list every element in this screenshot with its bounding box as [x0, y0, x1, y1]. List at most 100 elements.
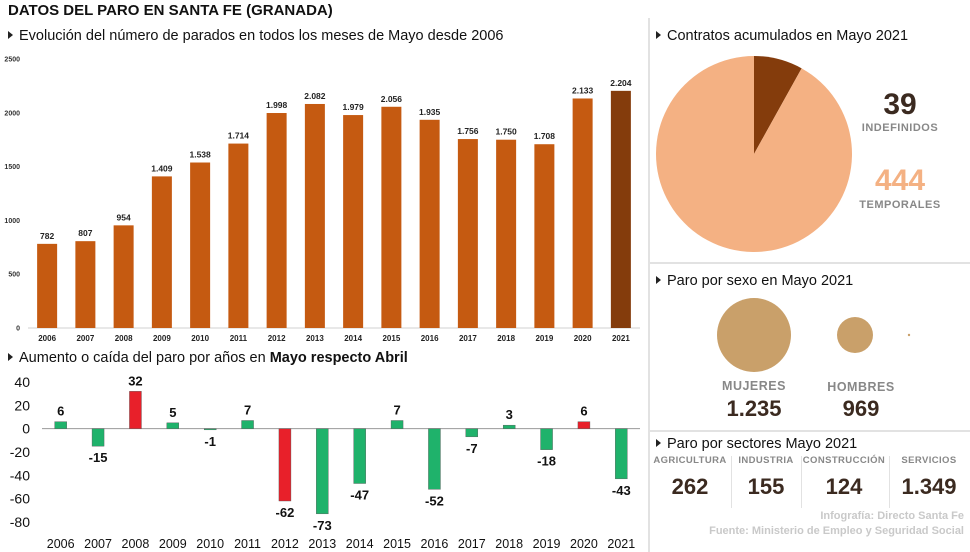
value-label: -7	[466, 441, 478, 456]
x-tick-label: 2017	[458, 537, 486, 551]
indefinidos-label: INDEFINIDOS	[861, 122, 939, 134]
x-tick-label: 2010	[196, 537, 224, 551]
sector-value: 124	[825, 474, 863, 499]
sector-divider	[731, 456, 732, 508]
bar-2013	[316, 428, 329, 515]
credits-infografia: Infografía: Directo Santa Fe	[820, 510, 964, 522]
mujeres-label: MUJERES	[722, 379, 786, 393]
value-label: 3	[506, 407, 513, 422]
x-tick-label: 2008	[115, 334, 133, 343]
bar-2016	[419, 119, 440, 328]
credits-prefix: Infografía:	[820, 510, 878, 522]
bar-2012	[266, 113, 287, 328]
bar-2009	[166, 422, 180, 429]
value-label: 2.133	[572, 85, 594, 95]
hombres-circle	[837, 317, 873, 353]
sector-value: 1.349	[901, 474, 957, 499]
x-tick-label: 2009	[153, 334, 171, 343]
value-label: -15	[89, 450, 108, 465]
chart1-title-row: Evolución del número de parados en todos…	[8, 28, 503, 44]
bar-2010	[203, 428, 217, 431]
x-tick-label: 2006	[47, 537, 75, 551]
x-tick-label: 2016	[421, 334, 439, 343]
sector-value: 155	[747, 474, 785, 499]
triangle-bullet-icon	[8, 31, 13, 39]
x-tick-label: 2021	[612, 334, 630, 343]
bar-2007	[75, 241, 96, 328]
bar-2019	[540, 428, 553, 450]
value-label: 7	[244, 403, 251, 418]
sector-agricultura: AGRICULTURA 262	[651, 455, 729, 500]
indefinidos-value: 39	[883, 88, 917, 121]
hombres-value: 969	[842, 396, 880, 421]
value-label: 1.538	[189, 150, 211, 160]
value-label: 1.935	[419, 107, 441, 117]
sector-servicios: SERVICIOS 1.349	[890, 455, 968, 500]
y-tick-label: -40	[10, 467, 30, 483]
x-tick-label: 2010	[191, 334, 209, 343]
x-tick-label: 2006	[38, 334, 56, 343]
bar-2011	[241, 420, 254, 429]
triangle-bullet-icon	[656, 276, 661, 284]
y-tick-label: -20	[10, 444, 30, 460]
value-label: 5	[169, 405, 176, 420]
chart-variacion-mayo-abril: 40 20 0 -20 -40 -60 -80 6 2006 -15 2007 32 2008 5 2009…	[10, 373, 640, 551]
triangle-bullet-icon	[656, 31, 661, 39]
bar-2015	[381, 106, 402, 328]
value-label: -47	[350, 488, 369, 503]
x-tick-label: 2018	[495, 537, 523, 551]
pie-slice-indefinidos	[754, 56, 802, 154]
x-tick-label: 2012	[268, 334, 286, 343]
bar-2015	[390, 420, 404, 429]
bar-2021	[615, 428, 628, 480]
x-tick-label: 2008	[122, 537, 150, 551]
value-label: -52	[425, 493, 444, 508]
sexo-title: Paro por sexo en Mayo 2021	[667, 273, 854, 289]
value-label: 6	[57, 404, 64, 419]
bar-2006	[54, 421, 67, 429]
x-tick-label: 2020	[574, 334, 592, 343]
x-tick-label: 2007	[76, 334, 94, 343]
value-label: -73	[313, 518, 332, 533]
chart2-title-pre: Aumento o caída del paro por años en	[19, 350, 270, 366]
value-label: 2.056	[381, 94, 403, 104]
sectores-title-row: Paro por sectores Mayo 2021	[656, 436, 857, 452]
bar-2012	[278, 428, 292, 502]
y-tick-label: 2500	[4, 57, 20, 64]
sexo-circles	[717, 298, 911, 372]
value-label: 2.082	[304, 91, 326, 101]
x-tick-label: 2016	[421, 537, 449, 551]
value-label: 1.714	[228, 131, 250, 141]
x-tick-label: 2019	[535, 334, 553, 343]
pie-title: Contratos acumulados en Mayo 2021	[667, 28, 909, 44]
y-tick-label: 0	[22, 421, 30, 437]
credits-author: Directo Santa Fe	[877, 510, 964, 522]
value-label: 6	[580, 404, 587, 419]
value-label: -18	[537, 454, 556, 469]
page-title: DATOS DEL PARO EN SANTA FE (GRANADA)	[8, 2, 333, 19]
x-tick-label: 2009	[159, 537, 187, 551]
separator-sexo-sectores	[650, 430, 970, 432]
sector-value: 262	[671, 474, 709, 499]
hombres-label: HOMBRES	[827, 380, 895, 394]
sexo-title-row: Paro por sexo en Mayo 2021	[656, 273, 853, 289]
x-tick-label: 2018	[497, 334, 515, 343]
bar-2016	[428, 428, 441, 490]
x-tick-label: 2011	[230, 334, 248, 343]
value-label: 1.979	[342, 102, 364, 112]
value-label: 2.204	[610, 78, 632, 88]
bar-2008	[113, 225, 134, 328]
x-tick-label: 2013	[308, 537, 336, 551]
x-tick-label: 2019	[533, 537, 561, 551]
value-label: -1	[204, 434, 216, 449]
value-label: 807	[78, 228, 92, 238]
pie-title-row: Contratos acumulados en Mayo 2021	[656, 28, 908, 44]
value-label: -43	[612, 483, 631, 498]
x-tick-label: 2017	[459, 334, 477, 343]
triangle-bullet-icon	[656, 439, 661, 447]
y-tick-label: 1000	[4, 218, 20, 225]
x-tick-label: 2007	[84, 537, 112, 551]
value-label: -62	[276, 505, 295, 520]
sector-divider	[801, 456, 802, 508]
bar-2020	[572, 98, 593, 328]
